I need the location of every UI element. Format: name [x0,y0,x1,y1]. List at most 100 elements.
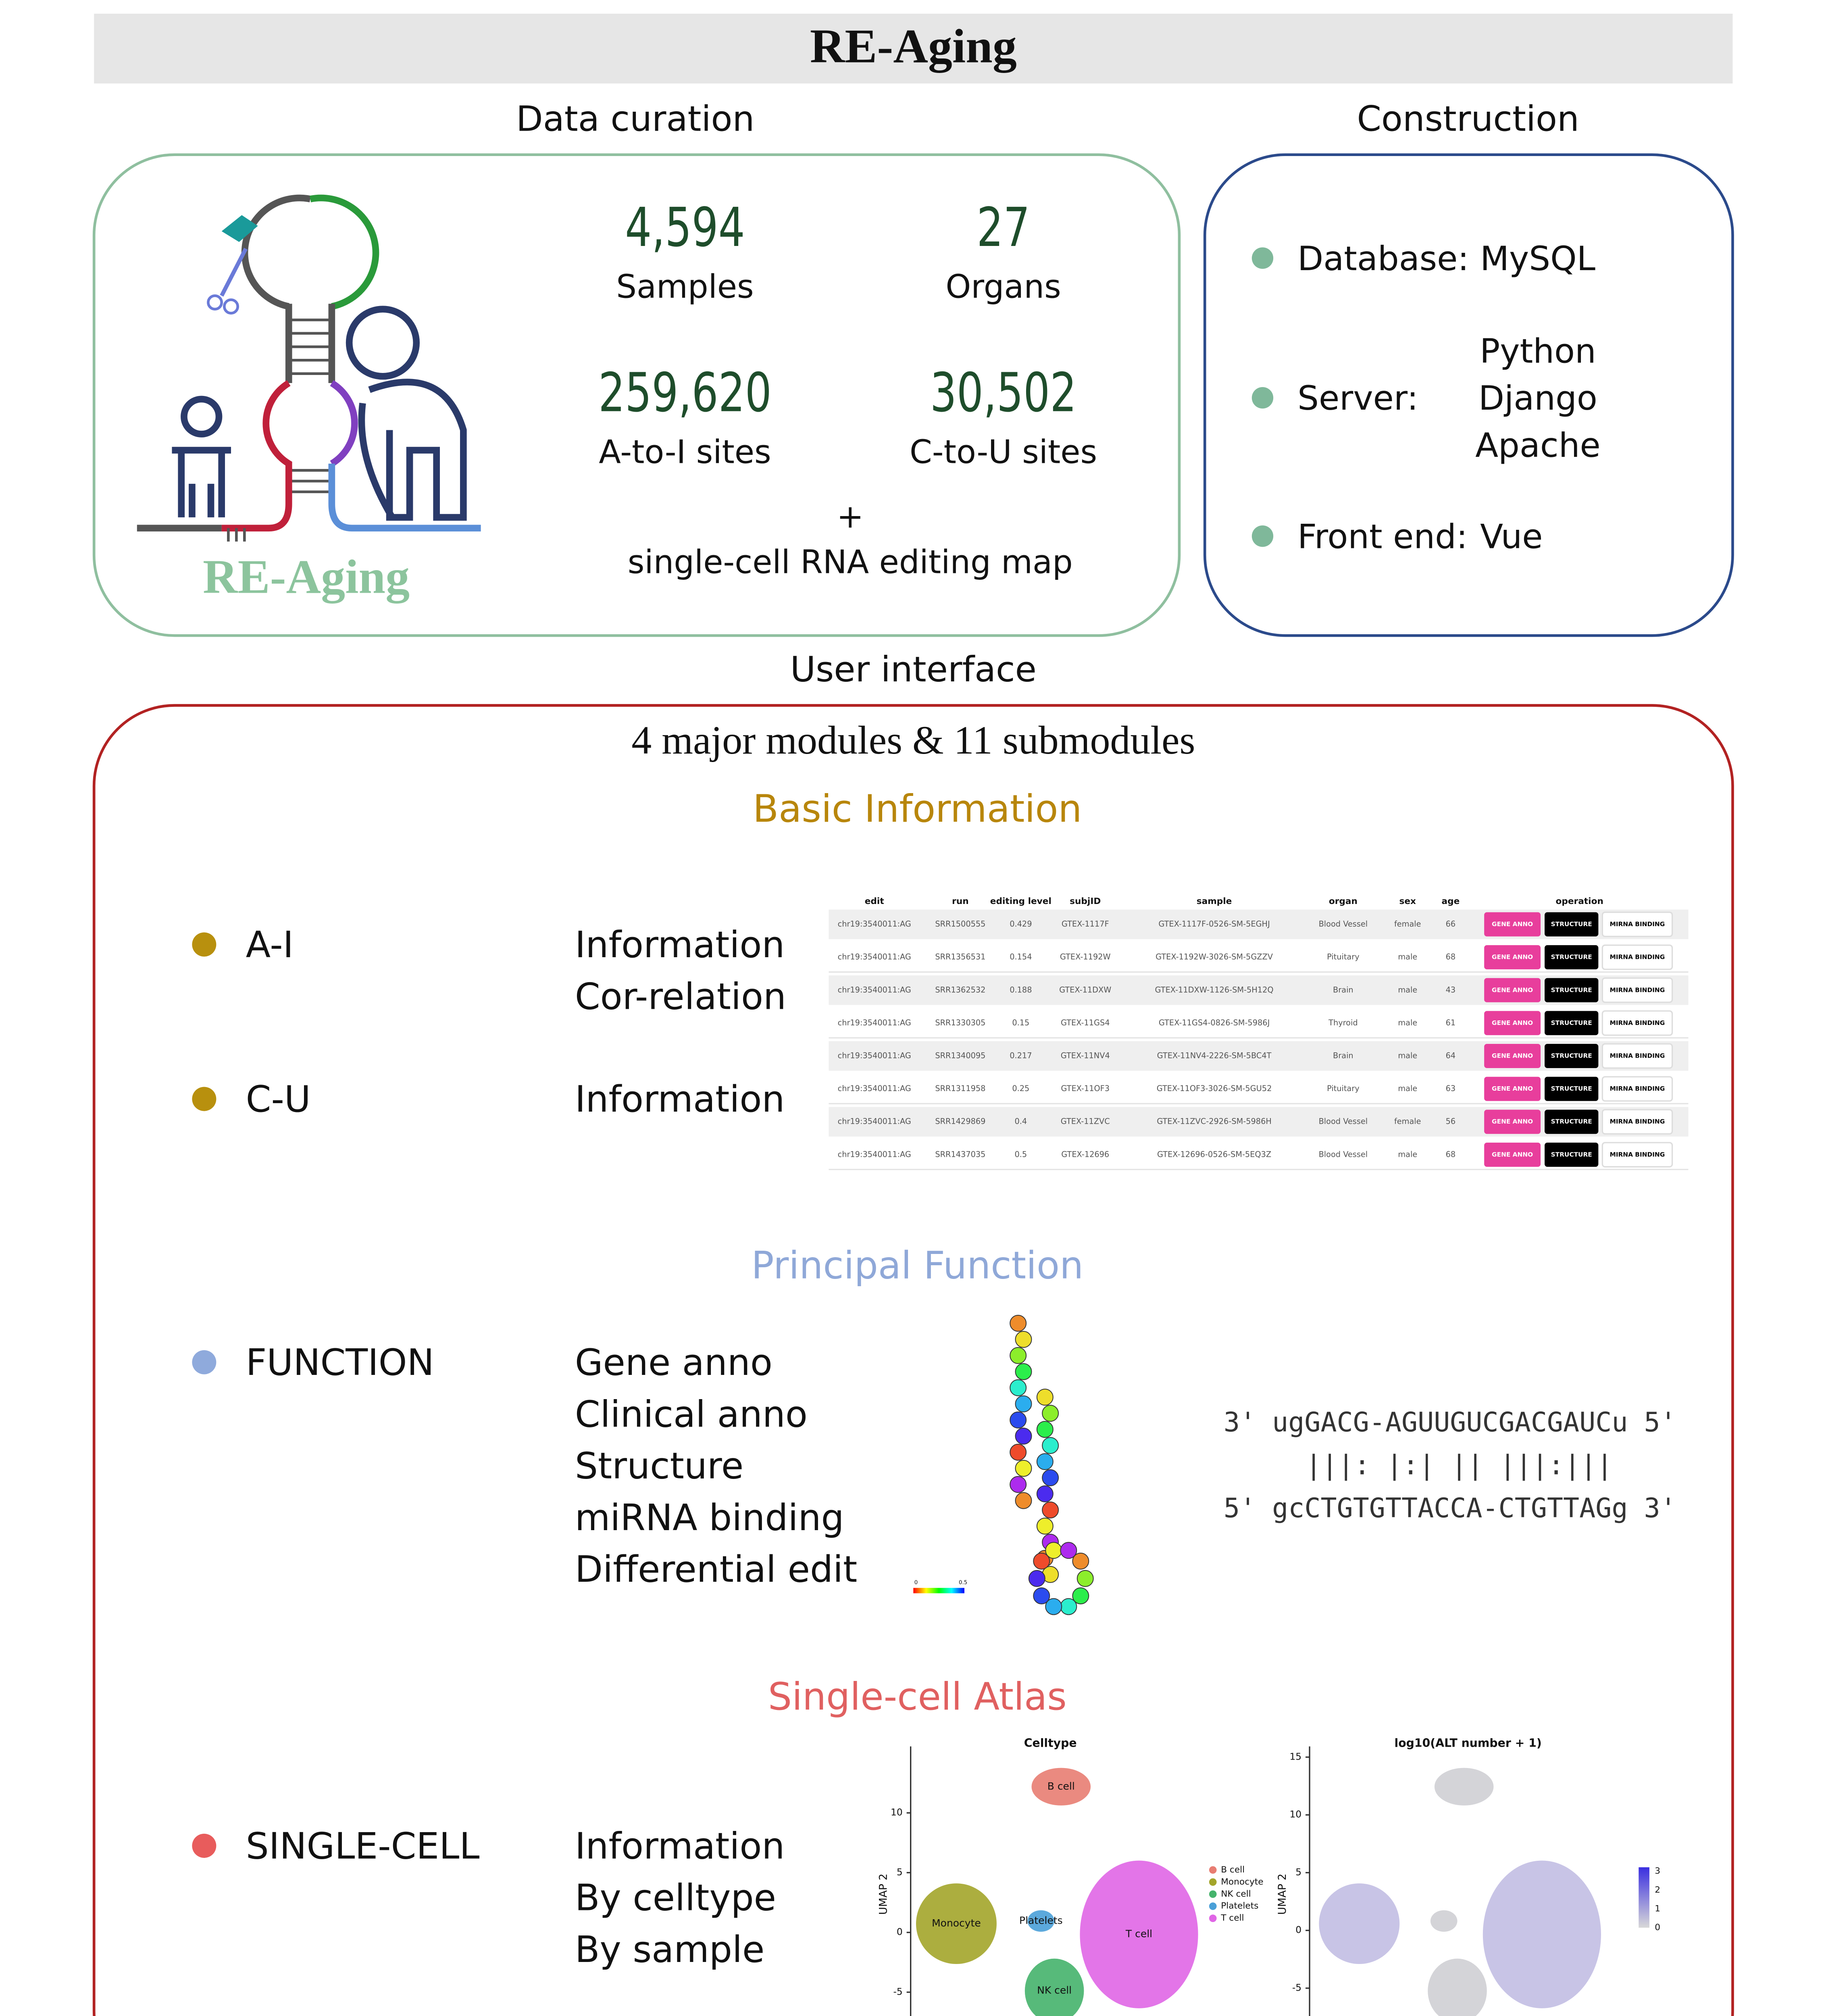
table-header: operation [1556,896,1603,906]
table-cell: GTEX-11OF3 [1061,1084,1110,1093]
colorbar-label: 0 [914,1580,918,1586]
cluster [916,1883,997,1964]
legend-dot [1209,1890,1217,1898]
curation-box [92,153,1181,637]
table-button [1484,1011,1541,1035]
table-cell: 66 [1446,919,1456,929]
button-label: STRUCTURE [1551,1151,1592,1158]
y-tick-label: 0 [897,1926,903,1937]
table-button [1545,978,1599,1002]
nucleotide [1042,1469,1059,1487]
table-cell: 0.154 [1010,952,1032,962]
cluster-label: B cell [1047,1780,1075,1792]
nucleotide [1036,1421,1054,1438]
table-cell: 64 [1446,1051,1456,1060]
logo-text: RE-Aging [203,550,410,604]
table-cell: SRR1356531 [935,952,985,962]
y-tick-label: 10 [891,1807,903,1818]
table-cell: Thyroid [1328,1018,1358,1027]
colorbar [1639,1867,1649,1928]
submodule: By sample [575,1929,765,1971]
submodule: Gene anno [575,1342,772,1384]
cluster-alt [1319,1883,1400,1964]
nucleotide [1015,1492,1032,1509]
cluster-label: Monocyte [932,1917,981,1929]
submodule: Information [575,924,785,966]
colorbar-label: 0.5 [959,1580,967,1586]
ui-box [92,704,1734,2016]
table-cell: chr19:3540011:AG [838,1018,911,1027]
plot-title: log10(ALT number + 1) [1395,1737,1542,1750]
nucleotide [1015,1363,1032,1380]
table-cell: GTEX-12696-0526-SM-5EQ3Z [1157,1150,1271,1159]
module-name: SINGLE-CELL [246,1825,480,1867]
button-label: MIRNA BINDING [1610,1019,1665,1027]
plus: + [837,498,864,535]
submodule: miRNA binding [575,1497,844,1539]
nucleotide [1036,1453,1054,1470]
mirna-line: 3' ugGACG-AGUUGUCGACGAUCu 5' [1224,1406,1676,1438]
stat-value: 30,502 [930,362,1077,424]
table-cell: GTEX-12696 [1061,1150,1109,1159]
table-cell: male [1398,1084,1417,1093]
button-label: GENE ANNO [1492,954,1533,961]
nucleotide [1010,1347,1027,1364]
cluster-label: Platelets [1019,1914,1063,1926]
nucleotide [1042,1502,1059,1518]
submodule: Information [575,1825,785,1867]
cluster-alt [1430,1910,1458,1932]
table-cell: Pituitary [1327,1084,1360,1093]
table-header: edit [865,896,884,906]
button-label: STRUCTURE [1551,1019,1592,1027]
button-label: MIRNA BINDING [1610,1118,1665,1125]
stat-label: A-to-I sites [599,433,771,471]
legend-label: T cell [1220,1913,1244,1923]
table-cell: Brain [1333,1051,1353,1060]
cluster [1031,1768,1091,1806]
bullet [1251,525,1274,547]
table-cell: chr19:3540011:AG [838,985,911,994]
table-button [1545,1110,1599,1134]
nucleotide [1072,1587,1089,1604]
table-cell: GTEX-11ZVC [1061,1117,1110,1126]
bullet [192,932,217,957]
axis-label: UMAP 2 [877,1874,890,1915]
table-cell: GTEX-11GS4-0826-SM-5986J [1159,1018,1270,1027]
table-cell: SRR1330305 [935,1018,985,1027]
nucleotide [1010,1314,1027,1332]
cluster-label: NK cell [1037,1985,1072,1996]
cluster [1080,1860,1198,2008]
table-cell: female [1394,1117,1421,1126]
table-cell: GTEX-11DXW [1059,985,1111,994]
table-button [1484,1142,1541,1167]
stat-label: Organs [945,268,1061,306]
nucleotide [1015,1460,1032,1477]
table-cell: male [1398,952,1417,962]
button-label: GENE ANNO [1492,986,1533,993]
stat-value: 27 [977,196,1030,259]
table-cell: GTEX-1117F-0526-SM-5EGHJ [1158,919,1270,929]
nucleotide [1010,1443,1027,1461]
table-button [1601,1109,1673,1135]
nucleotide [1015,1331,1032,1348]
table-button [1484,945,1541,970]
table-header: sex [1399,896,1416,906]
nucleotide [1010,1411,1027,1429]
table-cell: chr19:3540011:AG [838,952,911,962]
table-cell: GTEX-11NV4 [1061,1051,1110,1060]
nucleotide [1036,1389,1054,1406]
colorbar-label: 2 [1655,1885,1660,1895]
colorbar-label: 3 [1655,1866,1660,1876]
heading: Principal Function [751,1243,1083,1287]
button-label: GENE ANNO [1492,1118,1533,1125]
subtitle: 4 major modules & 11 submodules [631,718,1195,762]
table-button [1484,1044,1541,1068]
table-button [1601,1043,1673,1069]
button-label: STRUCTURE [1551,986,1592,993]
module-name: C-U [246,1079,311,1120]
logo [137,194,481,542]
header-bar [94,13,1733,84]
nucleotide [1033,1587,1050,1604]
nucleotide [1042,1405,1059,1422]
nucleotide [1036,1485,1054,1503]
